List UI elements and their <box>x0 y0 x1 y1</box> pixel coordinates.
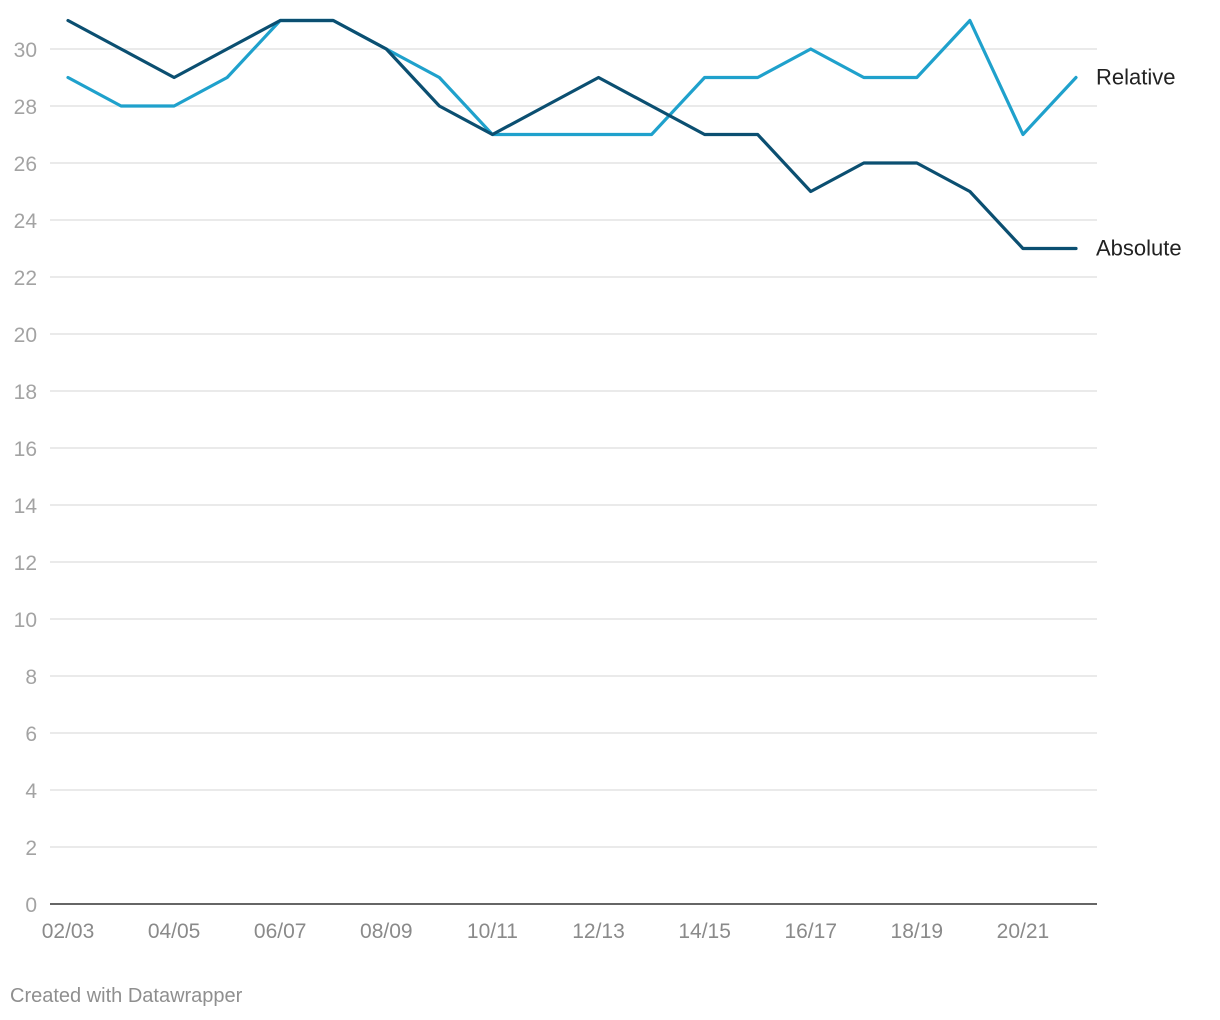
series-lines <box>66 18 1078 251</box>
y-tick-label: 18 <box>14 381 37 404</box>
y-tick-label: 22 <box>14 267 37 290</box>
y-tick-label: 6 <box>25 723 37 746</box>
series-labels: Relative Absolute <box>1096 65 1182 261</box>
x-tick-label: 14/15 <box>678 920 731 943</box>
x-tick-label: 06/07 <box>254 920 307 943</box>
y-tick-label: 26 <box>14 153 37 176</box>
y-tick-label: 8 <box>25 666 37 689</box>
y-tick-label: 28 <box>14 96 37 119</box>
gridlines <box>50 48 1097 848</box>
y-tick-label: 2 <box>25 837 37 860</box>
x-axis-tick-labels: 02/03 04/05 06/07 08/09 10/11 12/13 14/15 16/17… <box>42 920 1050 943</box>
y-tick-label: 0 <box>25 894 37 917</box>
y-tick-label: 24 <box>14 210 38 233</box>
series-line-relative <box>66 18 1078 137</box>
y-tick-label: 4 <box>25 780 37 803</box>
credit-text: Created with Datawrapper <box>10 985 243 1007</box>
series-label-absolute: Absolute <box>1096 236 1182 261</box>
x-tick-label: 08/09 <box>360 920 413 943</box>
x-tick-label: 12/13 <box>572 920 625 943</box>
x-tick-label: 20/21 <box>997 920 1050 943</box>
x-tick-label: 02/03 <box>42 920 95 943</box>
y-tick-label: 14 <box>14 495 38 518</box>
x-tick-label: 16/17 <box>784 920 837 943</box>
x-tick-label: 10/11 <box>467 920 518 943</box>
y-tick-label: 12 <box>14 552 37 575</box>
y-tick-label: 30 <box>14 39 37 62</box>
x-tick-label: 18/19 <box>891 920 944 943</box>
x-tick-label: 04/05 <box>148 920 201 943</box>
y-tick-label: 20 <box>14 324 37 347</box>
series-line-absolute <box>66 18 1078 251</box>
y-tick-label: 10 <box>14 609 37 632</box>
y-tick-label: 16 <box>14 438 37 461</box>
series-label-relative: Relative <box>1096 65 1175 90</box>
